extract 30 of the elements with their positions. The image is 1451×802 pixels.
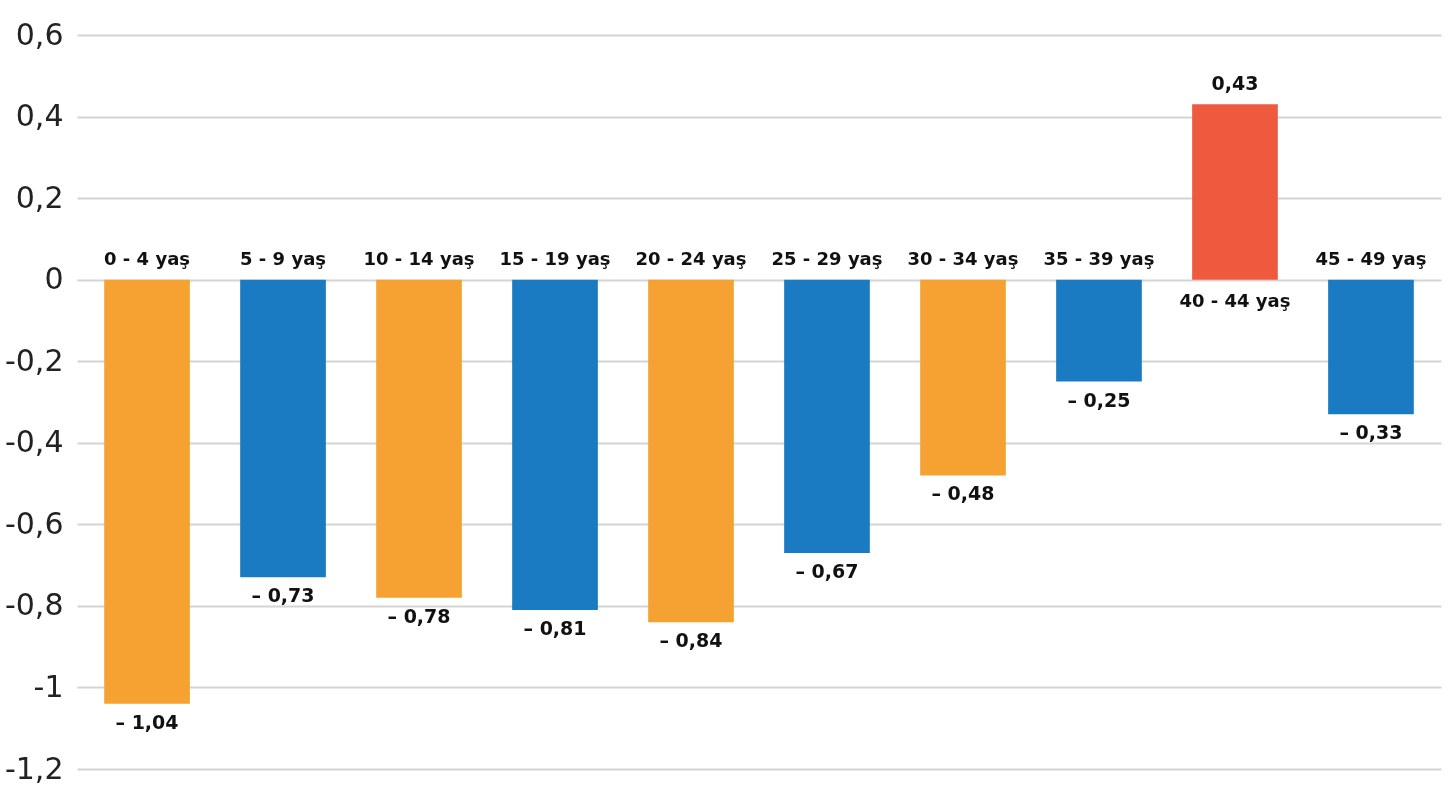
x-tick-label: 10 - 14 yaş xyxy=(363,247,475,269)
y-tick-label: -0,6 xyxy=(4,505,64,541)
data-label: 0,43 xyxy=(1211,72,1259,95)
data-label: – 0,73 xyxy=(251,584,315,607)
data-label: – 0,48 xyxy=(931,482,995,505)
x-tick-label: 5 - 9 yaş xyxy=(240,247,326,269)
data-label: – 0,81 xyxy=(523,616,587,639)
x-tick-label: 0 - 4 yaş xyxy=(104,247,190,269)
y-tick-label: 0,2 xyxy=(15,179,64,215)
x-tick-label: 15 - 19 yaş xyxy=(499,247,611,269)
y-tick-label: -0,4 xyxy=(4,424,64,460)
y-tick-label: 0,4 xyxy=(15,98,64,134)
data-label: – 1,04 xyxy=(115,710,179,733)
x-tick-label: 45 - 49 yaş xyxy=(1315,247,1427,269)
data-label: – 0,25 xyxy=(1067,388,1131,411)
x-tick-label: 30 - 34 yaş xyxy=(907,247,1019,269)
y-tick-label: -1 xyxy=(33,668,64,704)
y-tick-label: 0 xyxy=(44,261,64,297)
x-tick-label: 20 - 24 yaş xyxy=(635,247,747,269)
data-label: – 0,78 xyxy=(387,604,451,627)
x-tick-label: 35 - 39 yaş xyxy=(1043,247,1155,269)
data-label: – 0,84 xyxy=(659,629,723,652)
data-label: – 0,33 xyxy=(1339,421,1403,444)
y-tick-label: -0,2 xyxy=(4,342,64,378)
x-tick-label: 25 - 29 yaş xyxy=(771,247,883,269)
x-tick-label: 40 - 44 yaş xyxy=(1179,289,1291,311)
y-tick-label: -1,2 xyxy=(4,750,64,786)
y-tick-label: -0,8 xyxy=(4,587,64,623)
y-tick-label: 0,6 xyxy=(15,16,64,52)
data-label: – 0,67 xyxy=(795,559,859,582)
